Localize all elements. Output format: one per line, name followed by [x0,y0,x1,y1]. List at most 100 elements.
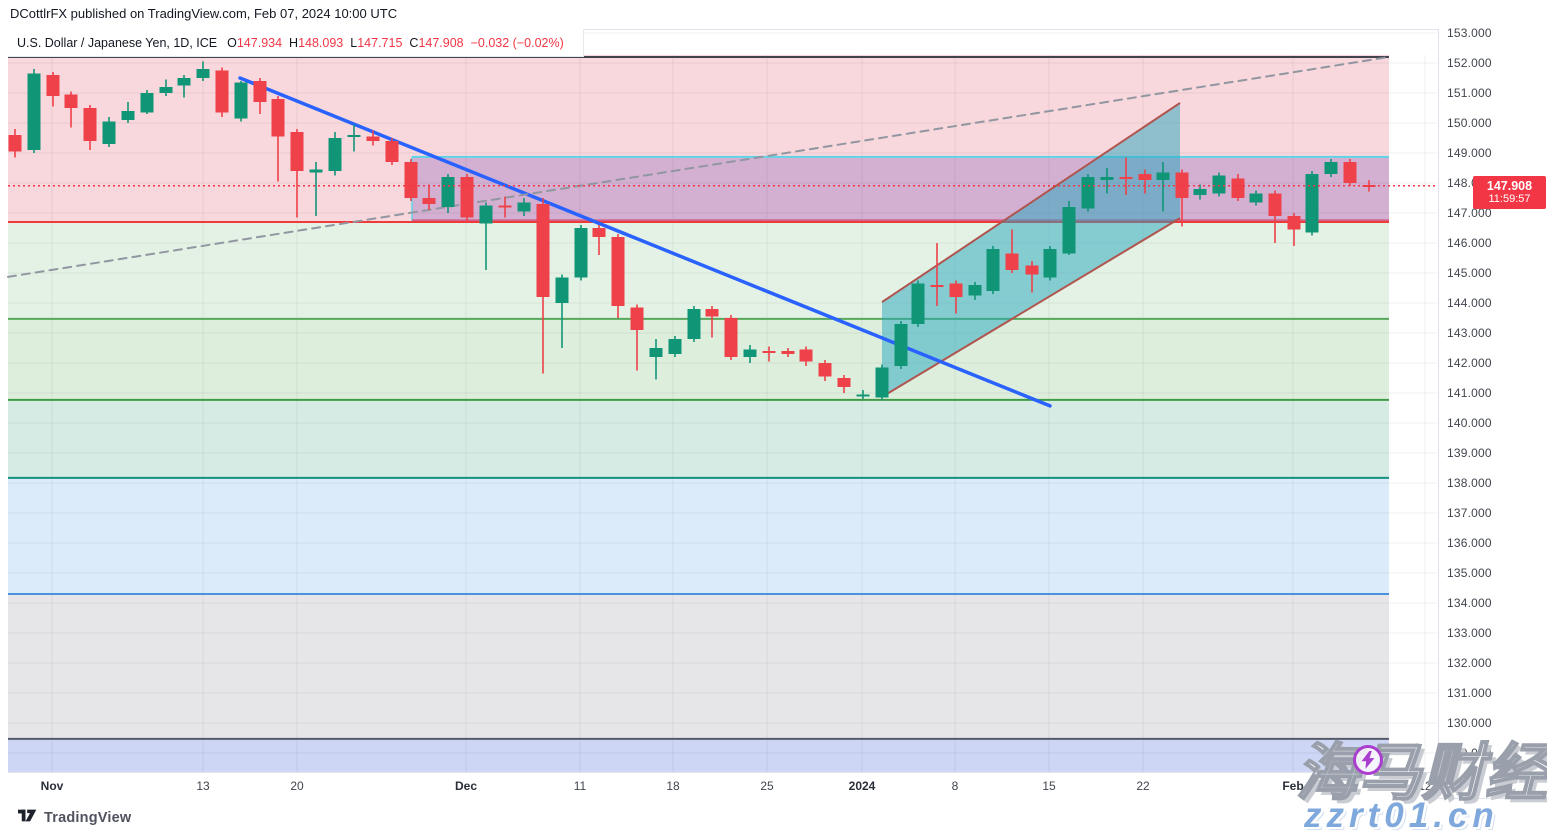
time-tick-label: 11 [573,779,587,793]
candle-body [46,75,60,96]
time-tick-label: Feb [1282,779,1304,793]
ohlc-values: O147.934 H148.093 L147.715 C147.908 [227,34,471,52]
candle-body [1100,177,1114,180]
candle-body [1193,189,1207,195]
time-tick-label: 13 [196,779,210,793]
candle-body [799,349,813,362]
candle-body [1156,172,1170,180]
candle-body [1324,162,1338,174]
candle-body [1043,249,1057,278]
candle-body [743,349,757,357]
time-axis[interactable]: Nov 13 20 Dec 11 18 25 2024 8 15 22 Feb 12 [8,772,1438,799]
candle-body [1005,253,1019,270]
channel-upper-border [881,102,1181,303]
channel-lower-border [881,217,1181,398]
time-tick-label: 25 [760,779,774,793]
candle-body [517,202,531,212]
candle-body [1305,174,1319,233]
price-tick-label: 136.000 [1447,536,1492,550]
candle-body [875,367,889,398]
time-tick-label: 22 [1136,779,1150,793]
time-tick-label: 15 [1042,779,1056,793]
tradingview-logo[interactable]: TradingView [18,808,131,828]
price-tick-label: 146.000 [1447,236,1492,250]
time-tick-label: Nov [40,779,64,793]
last-price-value: 147.908 [1486,179,1533,193]
price-tick-label: 137.000 [1447,506,1492,520]
legend-ohlc-item: C147.908 [409,35,464,50]
candle-body [705,309,719,317]
price-tick-label: 151.000 [1447,86,1492,100]
time-tick-label: 18 [666,779,680,793]
last-price-badge: 147.908 11:59:57 [1473,176,1546,209]
legend-ohlc-item: L147.715 [350,35,403,50]
candle-body [762,351,776,353]
candle-body [1249,193,1263,203]
symbol-title: U.S. Dollar / Japanese Yen, 1D, ICE [17,35,218,50]
legend-ohlc-item: H148.093 [289,35,344,50]
candle-body [911,283,925,324]
lightning-bolt-icon [1353,745,1383,775]
zone-blue-band [8,477,1389,594]
zone-teal-band [8,399,1389,478]
candle-body [234,82,248,119]
time-tick-label: 8 [951,779,959,793]
bar-countdown: 11:59:57 [1488,193,1531,206]
candle-body [196,69,210,78]
price-tick-label: 140.000 [1447,416,1492,430]
time-tick-label: Dec [454,779,478,793]
price-tick-label: 147.000 [1447,206,1492,220]
candle-body [687,309,701,339]
candle-body [968,285,982,296]
price-tick-label: 149.000 [1447,146,1492,160]
candle-body [592,228,606,237]
price-tick-label: 135.000 [1447,566,1492,580]
publish-banner: DCottlrFX published on TradingView.com, … [10,6,398,21]
watermark-url-text: zzrt01.cn [1304,796,1499,835]
change-value: −0.032 (−0.02%) [470,35,564,50]
candle-body [837,378,851,387]
candle-body [1025,265,1039,275]
price-tick-label: 143.000 [1447,326,1492,340]
price-tick-label: 138.000 [1447,476,1492,490]
price-axis[interactable]: 153.000 152.000 151.000 150.000 149.000 148.0… [1438,26,1547,772]
price-tick-label: 145.000 [1447,266,1492,280]
tradingview-logo-icon [18,808,38,828]
zone-gray-band [8,594,1389,739]
price-tick-label: 131.000 [1447,686,1492,700]
candle-body [1138,174,1152,180]
candle-body [781,351,795,354]
price-tick-label: 150.000 [1447,116,1492,130]
candle-body [64,94,78,108]
time-tick-label: 2024 [848,779,876,793]
candle-body [1212,175,1226,194]
tradingview-logo-text: TradingView [44,810,132,826]
candle-body [986,249,1000,291]
symbol-legend: U.S. Dollar / Japanese Yen, 1D, ICE O147… [8,29,584,57]
candle-body [404,162,418,198]
candle-body [309,169,323,173]
price-tick-label: 134.000 [1447,596,1492,610]
candle-body [140,93,154,113]
candle-body [574,228,588,278]
zone-green-upper [8,222,1389,319]
candle-body [1175,172,1189,198]
candle-body [856,394,870,397]
candle-body [441,177,455,207]
candle-body [818,363,832,377]
candle-body [215,70,229,113]
price-tick-label: 133.000 [1447,626,1492,640]
candle-body [27,73,41,150]
candle-body [8,135,22,152]
candle-body [498,205,512,208]
zone-purple-consolidation [412,156,1389,222]
downtrend-line [238,76,1052,408]
candle-body [328,138,342,171]
candle-body [347,135,361,137]
candle-body [536,204,550,297]
candle-body [385,141,399,162]
candle-body [1287,216,1301,230]
candle-body [894,324,908,366]
